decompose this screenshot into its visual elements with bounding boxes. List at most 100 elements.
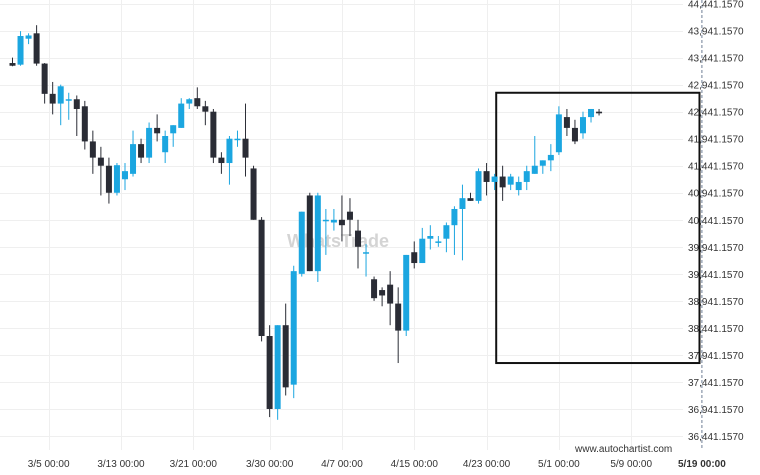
candle-body	[202, 106, 209, 112]
candle-up	[531, 136, 538, 174]
candle-down	[387, 271, 394, 326]
candle-up	[403, 254, 410, 337]
candle-body	[459, 198, 466, 209]
candle-down	[411, 241, 418, 269]
candle-body	[258, 219, 265, 337]
y-tick-label: 41,941.1570	[688, 135, 744, 146]
candle-up	[523, 165, 530, 191]
candle-down	[338, 195, 345, 242]
candle-up	[579, 111, 586, 139]
candle-body	[427, 236, 434, 239]
candle-down	[33, 25, 40, 66]
candle-down	[89, 130, 96, 174]
candle-body	[387, 284, 394, 304]
candle-down	[41, 63, 48, 104]
candle-body	[314, 195, 321, 272]
candle-up	[17, 31, 24, 66]
candle-body	[363, 252, 370, 254]
x-tick-label: 3/30 00:00	[246, 459, 294, 470]
candle-up	[298, 211, 305, 277]
x-tick-label: 4/23 00:00	[463, 459, 511, 470]
candles-layer	[9, 25, 603, 420]
candle-up	[65, 92, 72, 120]
candle-down	[218, 152, 225, 174]
candle-down	[355, 219, 362, 269]
candle-up	[186, 98, 193, 109]
x-tick-label: 3/21 00:00	[170, 459, 218, 470]
candle-up	[146, 122, 153, 164]
y-tick-label: 42,941.1570	[688, 81, 744, 92]
y-tick-label: 38,441.1570	[688, 324, 744, 335]
y-tick-label: 37,441.1570	[688, 378, 744, 389]
candle-up	[363, 244, 370, 277]
candle-body	[9, 63, 16, 66]
candle-up	[314, 192, 321, 282]
candle-down	[138, 138, 145, 164]
candle-up	[170, 125, 177, 147]
candle-body	[571, 127, 578, 142]
candle-body	[81, 106, 88, 142]
y-tick-label: 41,441.1570	[688, 162, 744, 173]
candle-up	[491, 173, 498, 191]
candle-down	[371, 276, 378, 301]
candle-body	[89, 141, 96, 158]
candle-down	[97, 146, 104, 196]
candle-down	[483, 163, 490, 196]
x-tick-label: 4/7 00:00	[321, 459, 363, 470]
candle-body	[17, 36, 24, 65]
y-tick-label: 43,941.1570	[688, 27, 744, 38]
candle-up	[435, 236, 442, 247]
candle-body	[523, 171, 530, 182]
candle-body	[49, 93, 56, 104]
x-tick-label: 5/1 00:00	[538, 459, 580, 470]
candle-body	[475, 171, 482, 201]
candle-up	[25, 33, 32, 45]
candle-body	[298, 211, 305, 274]
candle-down	[250, 165, 257, 220]
candle-body	[306, 195, 313, 272]
candle-body	[563, 117, 570, 128]
candle-body	[355, 230, 362, 247]
x-axis-ticks: 3/5 00:00 3/13 00:00 3/21 00:00 3/30 00:00 4…	[28, 459, 653, 470]
candle-up	[162, 130, 169, 164]
y-tick-label: 43,441.1570	[688, 54, 744, 65]
x-tick-label: 3/13 00:00	[97, 459, 145, 470]
candle-body	[555, 114, 562, 153]
candle-body	[588, 108, 595, 118]
candle-up	[451, 206, 458, 255]
candle-body	[266, 336, 273, 409]
y-tick-label: 40,441.1570	[688, 216, 744, 227]
candle-up	[515, 176, 522, 196]
candle-down	[499, 165, 506, 201]
candle-body	[491, 176, 498, 182]
candle-down	[210, 108, 217, 164]
candle-body	[346, 211, 353, 220]
grid-layer	[0, 0, 683, 450]
candle-body	[41, 63, 48, 94]
x-tick-label: 3/5 00:00	[28, 459, 70, 470]
candle-body	[186, 99, 193, 104]
candle-up	[507, 173, 514, 191]
current-time-layer: 5/19 00:00	[678, 0, 726, 470]
y-tick-label: 39,441.1570	[688, 270, 744, 281]
candle-up	[539, 160, 546, 174]
candle-body	[234, 138, 241, 141]
pattern-box-layer	[495, 91, 701, 365]
candle-down	[202, 100, 209, 126]
candle-up	[274, 325, 281, 420]
candle-body	[539, 160, 546, 166]
candle-down	[49, 81, 56, 115]
candle-up	[475, 168, 482, 204]
candle-up	[443, 222, 450, 253]
candle-body	[105, 165, 112, 193]
y-tick-label: 37,941.1570	[688, 351, 744, 362]
candle-down	[242, 103, 249, 177]
candle-body	[282, 325, 289, 388]
candle-body	[242, 138, 249, 158]
candle-body	[483, 171, 490, 182]
candle-down	[571, 119, 578, 145]
candle-up	[588, 108, 595, 123]
candle-up	[121, 163, 128, 191]
candle-body	[162, 136, 169, 153]
